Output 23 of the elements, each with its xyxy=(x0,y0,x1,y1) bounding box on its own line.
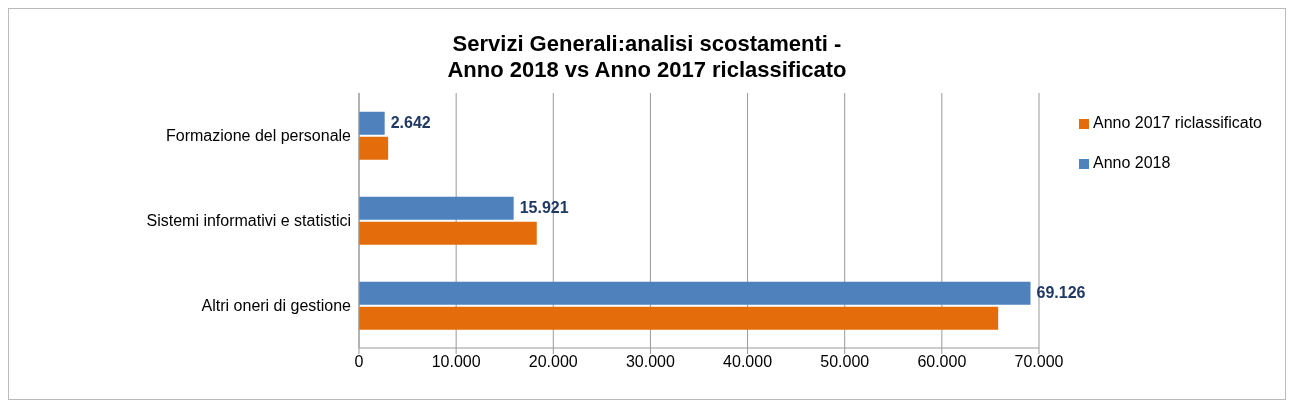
y-tick-label: Formazione del personale xyxy=(166,127,352,145)
bar xyxy=(359,306,999,330)
y-tick-label: Sistemi informativi e statistici xyxy=(146,212,351,230)
x-tick-label: 40.000 xyxy=(723,353,773,371)
bar xyxy=(359,281,1031,305)
x-tick-label: 70.000 xyxy=(1014,353,1064,371)
x-tick-label: 0 xyxy=(354,353,364,371)
bar xyxy=(359,111,385,135)
data-label: 15.921 xyxy=(519,199,569,217)
x-tick-label: 50.000 xyxy=(820,353,870,371)
data-label: 69.126 xyxy=(1036,284,1086,302)
chart-title: Servizi Generali:analisi scostamenti - Anno 2018 vs Anno 2017 riclassificato xyxy=(446,31,848,83)
data-label: 2.642 xyxy=(390,114,431,132)
bar xyxy=(359,196,514,220)
bar xyxy=(359,136,389,160)
legend-label: Anno 2017 riclassificato xyxy=(1093,114,1262,131)
x-tick-label: 60.000 xyxy=(917,353,967,371)
legend-label: Anno 2018 xyxy=(1093,154,1171,171)
y-tick-label: Altri oneri di gestione xyxy=(201,297,352,315)
x-tick-label: 20.000 xyxy=(528,353,578,371)
x-tick-label: 30.000 xyxy=(625,353,675,371)
x-tick-label: 10.000 xyxy=(431,353,481,371)
bar xyxy=(359,221,537,245)
